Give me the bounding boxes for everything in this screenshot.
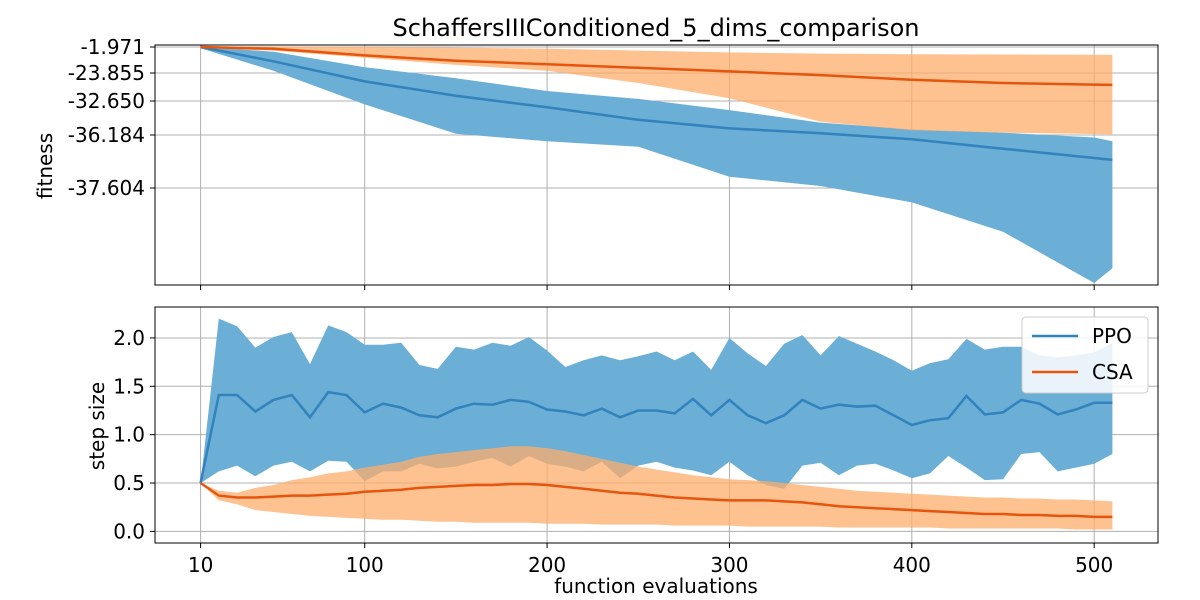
bottom-ppo-band: [200, 318, 1113, 489]
bottom-x-tick-label: 100: [346, 553, 384, 577]
top-csa-mean-line: [200, 45, 1113, 87]
top-ppo-band: [200, 46, 1113, 283]
bottom-x-tick-label: 200: [528, 553, 566, 577]
x-axis-label: function evaluations: [554, 574, 758, 598]
top-ppo-mean-line: [200, 45, 1113, 162]
top-y-tick-label: -23.855: [68, 61, 145, 85]
bottom-csa-mean-line: [199, 481, 1113, 519]
bottom-x-tick-label: 500: [1075, 553, 1113, 577]
top-y-axis-label: fitness: [33, 133, 57, 199]
bottom-y-tick-label: 0.0: [113, 519, 145, 543]
top-y-tick-label: -32.650: [68, 89, 145, 113]
top-y-tick-label: -37.604: [68, 176, 145, 200]
bottom-y-tick-label: 1.5: [113, 374, 145, 398]
bottom-x-tick-label: 300: [710, 553, 748, 577]
bottom-frame: [154, 306, 1159, 544]
bottom-y-tick-label: 1.0: [113, 423, 145, 447]
bottom-ppo-mean-line: [199, 390, 1113, 484]
top-csa-band: [200, 46, 1113, 135]
bottom-y-tick-label: 2.0: [113, 326, 145, 350]
bottom-y-tick-label: 0.5: [113, 471, 145, 495]
step-size-panel: 10 100 200 300 400 500 0.0 0.5 1.0 1.5 2.0: [113, 306, 1159, 577]
legend-ppo-label: PPO: [1092, 324, 1132, 348]
top-y-tick-label: -1.971: [81, 35, 145, 59]
chart-title: SchaffersIIIConditioned_5_dims_compariso…: [393, 14, 920, 42]
top-y-tick-label: -36.184: [68, 123, 145, 147]
legend: PPO CSA: [1021, 316, 1149, 394]
top-frame: [154, 44, 1159, 286]
bottom-x-tick-label: 400: [893, 553, 931, 577]
bottom-y-axis-label: step size: [85, 382, 109, 470]
fitness-panel: -1.971-23.855 -32.650 -36.184 -37.604: [68, 35, 1159, 290]
legend-csa-label: CSA: [1092, 360, 1133, 384]
bottom-x-tick-label: 10: [188, 553, 213, 577]
